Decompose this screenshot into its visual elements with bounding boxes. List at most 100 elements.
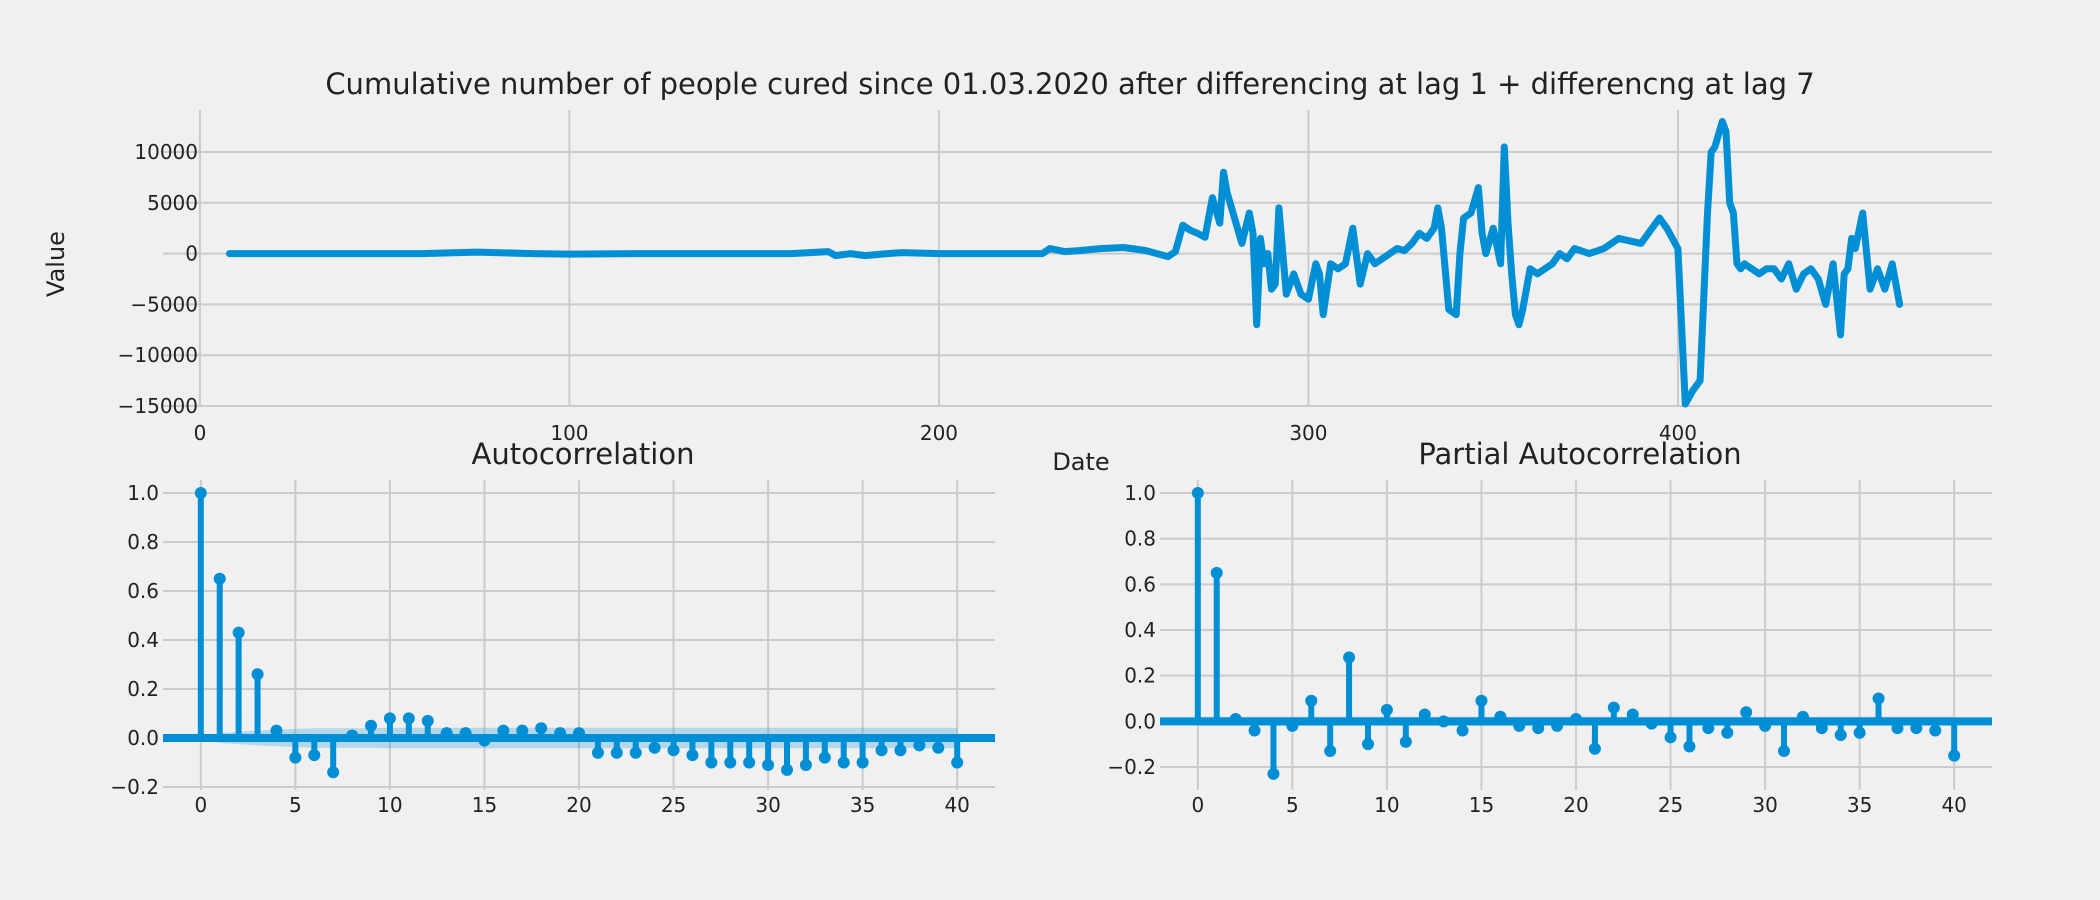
time-series-x-tick-label: 100 <box>550 421 588 445</box>
time-series-y-tick-label: −5000 <box>130 292 198 316</box>
autocorrelation-marker-3 <box>251 668 264 681</box>
partial-autocorrelation-marker-30 <box>1759 719 1772 732</box>
autocorrelation-marker-16 <box>497 724 510 737</box>
autocorrelation-y-tick-label: 1.0 <box>127 481 159 505</box>
autocorrelation-title: Autocorrelation <box>472 437 695 471</box>
autocorrelation-marker-21 <box>591 746 604 759</box>
autocorrelation-x-tick-label: 20 <box>566 793 591 817</box>
time-series-y-ticks: 10000 5000 0 −5000 −10000 −15000 <box>118 140 198 418</box>
partial-autocorrelation-x-tick-label: 20 <box>1563 793 1588 817</box>
partial-autocorrelation-marker-15 <box>1475 694 1488 707</box>
partial-autocorrelation-y-tick-label: 0.2 <box>1124 664 1156 688</box>
partial-autocorrelation-marker-22 <box>1607 701 1620 714</box>
autocorrelation-marker-1 <box>213 572 226 585</box>
partial-autocorrelation-title: Partial Autocorrelation <box>1418 437 1741 471</box>
autocorrelation-marker-10 <box>383 712 396 725</box>
autocorrelation-y-tick-label: 0.0 <box>127 726 159 750</box>
partial-autocorrelation-x-tick-label: 30 <box>1752 793 1777 817</box>
autocorrelation-x-tick-label: 10 <box>377 793 402 817</box>
partial-autocorrelation-marker-2 <box>1229 713 1242 726</box>
partial-autocorrelation-marker-20 <box>1570 713 1582 726</box>
autocorrelation-marker-36 <box>875 744 888 757</box>
partial-autocorrelation-x-tick-label: 15 <box>1469 793 1494 817</box>
partial-autocorrelation-marker-1 <box>1210 566 1223 579</box>
autocorrelation-marker-27 <box>705 756 718 769</box>
partial-autocorrelation-marker-28 <box>1721 726 1734 739</box>
partial-autocorrelation-marker-35 <box>1853 726 1866 739</box>
autocorrelation-y-tick-label: 0.2 <box>127 677 159 701</box>
partial-autocorrelation-y-tick-label: 0.8 <box>1124 527 1156 551</box>
partial-autocorrelation-x-tick-label: 10 <box>1374 793 1399 817</box>
autocorrelation-x-tick-label: 15 <box>472 793 497 817</box>
partial-autocorrelation-marker-11 <box>1399 735 1412 748</box>
partial-autocorrelation-marker-14 <box>1456 724 1469 737</box>
autocorrelation-marker-7 <box>327 766 340 779</box>
autocorrelation-y-tick-label: 0.6 <box>127 579 159 603</box>
autocorrelation-y-tick-label: 0.8 <box>127 530 159 554</box>
autocorrelation-x-ticks: 0 5 10 15 20 25 30 35 40 <box>194 793 969 817</box>
autocorrelation-marker-17 <box>516 724 529 737</box>
time-series-line <box>226 118 1904 408</box>
autocorrelation-marker-9 <box>365 719 377 732</box>
partial-autocorrelation-marker-33 <box>1815 722 1828 735</box>
partial-autocorrelation-marker-8 <box>1343 651 1356 664</box>
partial-autocorrelation-marker-3 <box>1248 724 1261 737</box>
autocorrelation-marker-33 <box>818 751 831 764</box>
autocorrelation-marker-39 <box>932 741 945 754</box>
autocorrelation-x-tick-label: 25 <box>661 793 686 817</box>
autocorrelation-y-ticks: 1.0 0.8 0.6 0.4 0.2 0.0 −0.2 <box>110 481 159 799</box>
autocorrelation-marker-18 <box>535 722 548 735</box>
partial-autocorrelation-marker-21 <box>1588 742 1601 755</box>
autocorrelation-marker-6 <box>308 749 321 762</box>
autocorrelation-marker-31 <box>781 763 793 776</box>
partial-autocorrelation-marker-37 <box>1891 722 1904 735</box>
time-series-line-group <box>226 118 1904 408</box>
partial-autocorrelation-y-tick-label: 0.6 <box>1124 572 1156 596</box>
time-series-x-tick-label: 0 <box>194 421 207 445</box>
partial-autocorrelation-x-tick-label: 5 <box>1286 793 1299 817</box>
autocorrelation-stems <box>163 487 995 779</box>
time-series-x-tick-label: 200 <box>920 421 958 445</box>
partial-autocorrelation-marker-18 <box>1532 722 1545 735</box>
autocorrelation-marker-29 <box>743 756 756 769</box>
partial-autocorrelation-y-tick-label: 1.0 <box>1124 481 1156 505</box>
partial-autocorrelation-y-tick-label: 0.0 <box>1124 709 1156 733</box>
time-series-x-axis-label: Date <box>1052 448 1109 476</box>
time-series-grid <box>163 110 1992 407</box>
partial-autocorrelation-x-ticks: 0 5 10 15 20 25 30 35 40 <box>1191 793 1966 817</box>
partial-autocorrelation-x-tick-label: 25 <box>1658 793 1683 817</box>
partial-autocorrelation-marker-36 <box>1872 692 1885 705</box>
partial-autocorrelation-marker-9 <box>1362 738 1374 751</box>
time-series-y-tick-label: −15000 <box>118 394 198 418</box>
time-series-y-axis-label: Value <box>42 231 70 297</box>
partial-autocorrelation-marker-32 <box>1796 710 1809 723</box>
time-series-y-tick-label: 5000 <box>147 191 198 215</box>
autocorrelation-marker-40 <box>951 756 964 769</box>
partial-autocorrelation-marker-27 <box>1702 722 1715 735</box>
partial-autocorrelation-panel: 0 5 10 15 20 25 30 35 40 1.00.80.60.40.20.0−0.2 … <box>1107 437 1992 817</box>
autocorrelation-marker-32 <box>799 758 812 771</box>
autocorrelation-x-tick-label: 5 <box>289 793 302 817</box>
autocorrelation-marker-8 <box>346 729 359 742</box>
partial-autocorrelation-marker-5 <box>1286 719 1299 732</box>
partial-autocorrelation-marker-12 <box>1418 708 1431 721</box>
partial-autocorrelation-marker-29 <box>1740 706 1753 719</box>
autocorrelation-x-tick-label: 30 <box>755 793 780 817</box>
partial-autocorrelation-y-ticks: 1.0 0.8 0.6 0.4 0.2 0.0 −0.2 <box>1107 481 1156 779</box>
autocorrelation-marker-2 <box>232 626 245 639</box>
autocorrelation-marker-28 <box>724 756 737 769</box>
partial-autocorrelation-marker-13 <box>1437 715 1450 728</box>
partial-autocorrelation-stems <box>1160 487 1992 780</box>
autocorrelation-marker-26 <box>686 749 699 762</box>
autocorrelation-marker-35 <box>856 756 869 769</box>
autocorrelation-marker-20 <box>573 727 585 740</box>
time-series-x-ticks: 0 100 200 300 400 <box>194 421 1697 445</box>
partial-autocorrelation-marker-19 <box>1551 719 1564 732</box>
time-series-title: Cumulative number of people cured since … <box>325 67 1814 101</box>
partial-autocorrelation-marker-17 <box>1513 719 1526 732</box>
partial-autocorrelation-marker-25 <box>1664 731 1677 744</box>
partial-autocorrelation-marker-7 <box>1324 745 1337 758</box>
partial-autocorrelation-marker-23 <box>1626 708 1639 721</box>
autocorrelation-y-tick-label: 0.4 <box>127 628 159 652</box>
